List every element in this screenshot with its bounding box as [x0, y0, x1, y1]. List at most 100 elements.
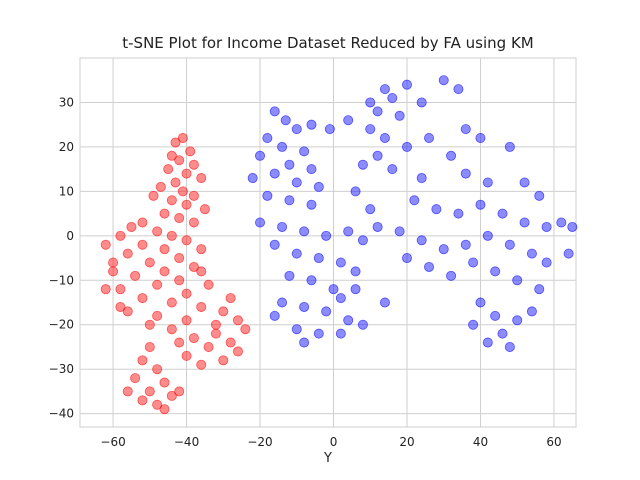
- red-cluster-point: [188, 333, 199, 344]
- blue-cluster-point: [335, 328, 346, 339]
- blue-cluster-point: [519, 217, 530, 228]
- grid-lines: [80, 58, 576, 427]
- y-tick-label: −40: [49, 407, 74, 421]
- blue-cluster-point: [299, 226, 310, 237]
- red-cluster-point: [181, 168, 192, 179]
- x-tick-label: 40: [473, 435, 488, 449]
- red-cluster-point: [148, 190, 159, 201]
- red-cluster-point: [159, 377, 170, 388]
- blue-cluster-point: [460, 168, 471, 179]
- chart-title: t-SNE Plot for Income Dataset Reduced by…: [122, 34, 533, 52]
- blue-cluster-point: [460, 124, 471, 135]
- red-cluster-point: [122, 248, 133, 259]
- blue-cluster-point: [409, 195, 420, 206]
- blue-cluster-point: [431, 204, 442, 215]
- blue-cluster-point: [321, 230, 332, 241]
- red-cluster-point: [152, 279, 163, 290]
- red-cluster-point: [137, 355, 148, 366]
- y-tick-label: 30: [59, 95, 74, 109]
- blue-cluster-point: [299, 301, 310, 312]
- red-cluster-point: [196, 266, 207, 277]
- blue-cluster-point: [291, 124, 302, 135]
- red-cluster-point: [155, 181, 166, 192]
- blue-cluster-point: [519, 177, 530, 188]
- blue-cluster-point: [475, 199, 486, 210]
- red-cluster-point: [137, 395, 148, 406]
- red-cluster-point: [122, 306, 133, 317]
- blue-cluster-point: [379, 84, 390, 95]
- x-tick-label: 60: [546, 435, 561, 449]
- red-cluster-point: [115, 301, 126, 312]
- blue-cluster-point: [379, 297, 390, 308]
- blue-cluster-point: [567, 221, 578, 232]
- red-cluster-point: [166, 150, 177, 161]
- y-tick-label: 10: [59, 184, 74, 198]
- blue-cluster-point: [379, 133, 390, 144]
- blue-cluster-point: [343, 315, 354, 326]
- x-tick-label: −60: [100, 435, 125, 449]
- blue-cluster-point: [424, 133, 435, 144]
- red-cluster-point: [166, 390, 177, 401]
- blue-cluster-point: [277, 141, 288, 152]
- blue-cluster-point: [291, 248, 302, 259]
- blue-cluster-point: [277, 297, 288, 308]
- blue-cluster-point: [497, 328, 508, 339]
- blue-cluster-point: [387, 164, 398, 175]
- blue-cluster-point: [247, 173, 258, 184]
- red-cluster-point: [152, 226, 163, 237]
- red-cluster-point: [100, 239, 111, 250]
- blue-cluster-point: [401, 141, 412, 152]
- blue-cluster-point: [453, 84, 464, 95]
- blue-cluster-point: [512, 275, 523, 286]
- red-cluster-point: [181, 350, 192, 361]
- red-cluster-point: [181, 288, 192, 299]
- x-tick-labels: −60 −40 −20 0 20 40 60: [100, 435, 561, 449]
- red-cluster-point: [130, 270, 141, 281]
- red-cluster-point: [163, 164, 174, 175]
- y-tick-label: −20: [49, 318, 74, 332]
- blue-cluster-point: [438, 244, 449, 255]
- blue-cluster-point: [446, 150, 457, 161]
- blue-cluster-point: [512, 315, 523, 326]
- blue-cluster-point: [453, 208, 464, 219]
- blue-cluster-point: [526, 248, 537, 259]
- x-tick-label: 20: [399, 435, 414, 449]
- red-cluster-point: [203, 279, 214, 290]
- red-cluster-point: [188, 190, 199, 201]
- blue-cluster-point: [306, 119, 317, 130]
- blue-cluster-point: [490, 310, 501, 321]
- blue-cluster-point: [269, 239, 280, 250]
- red-cluster-point: [174, 155, 185, 166]
- blue-cluster-point: [321, 306, 332, 317]
- red-cluster-point: [144, 341, 155, 352]
- blue-cluster-point: [299, 337, 310, 348]
- red-cluster-point: [188, 217, 199, 228]
- blue-cluster-point: [394, 110, 405, 121]
- blue-cluster-point: [335, 293, 346, 304]
- blue-cluster-point: [541, 221, 552, 232]
- red-cluster-point: [196, 301, 207, 312]
- red-cluster-point: [152, 310, 163, 321]
- red-cluster-point: [115, 284, 126, 295]
- blue-cluster-point: [556, 217, 567, 228]
- red-cluster-point: [152, 364, 163, 375]
- blue-cluster-point: [401, 79, 412, 90]
- red-cluster-point: [174, 275, 185, 286]
- blue-cluster-point: [350, 266, 361, 277]
- red-cluster-point: [108, 257, 119, 268]
- red-cluster-point: [203, 341, 214, 352]
- x-tick-label: −40: [174, 435, 199, 449]
- blue-cluster-point: [394, 226, 405, 237]
- red-cluster-point: [196, 359, 207, 370]
- red-cluster-point: [174, 386, 185, 397]
- plot-frame: [79, 57, 577, 428]
- red-cluster-point: [196, 173, 207, 184]
- blue-cluster-point: [255, 217, 266, 228]
- scatter-points: [100, 75, 578, 415]
- red-cluster-point: [144, 257, 155, 268]
- blue-cluster-point: [468, 257, 479, 268]
- blue-cluster-point: [497, 208, 508, 219]
- blue-cluster-point: [280, 115, 291, 126]
- red-cluster-point: [137, 293, 148, 304]
